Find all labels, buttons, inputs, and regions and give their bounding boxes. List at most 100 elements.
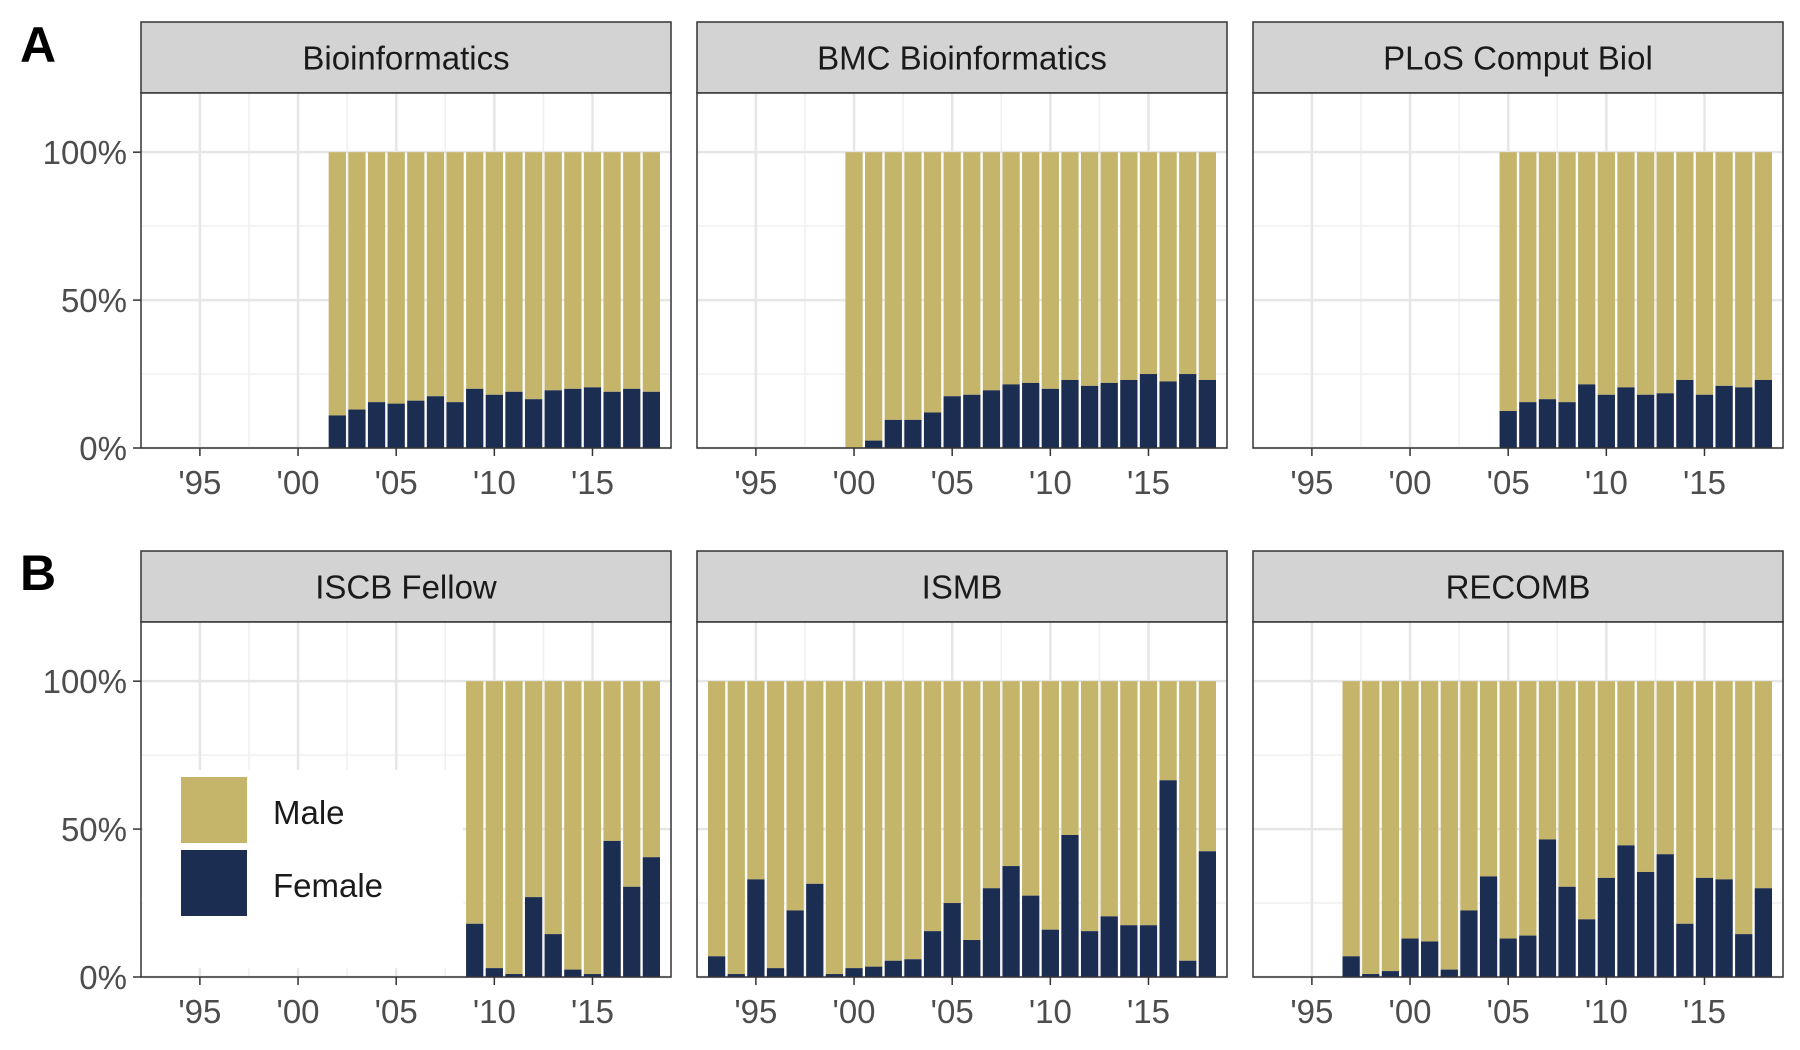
bar-female-2004: [923, 931, 942, 977]
bar-female-2017: [1735, 934, 1753, 977]
x-tick-label: '10: [1029, 464, 1072, 501]
x-tick-label: '00: [277, 464, 320, 501]
bar-male-2000: [845, 681, 863, 969]
bar-male-1996: [766, 681, 785, 969]
x-tick-label: '10: [1029, 993, 1072, 1030]
bar-female-2014: [564, 969, 582, 977]
bar-male-1998: [806, 681, 824, 884]
bar-male-2014: [1120, 681, 1138, 926]
bar-male-2001: [865, 681, 883, 967]
bar-male-2007: [426, 152, 445, 397]
bar-male-2017: [623, 152, 641, 389]
bar-male-2007: [982, 681, 1001, 889]
bar-female-2010: [1597, 394, 1615, 448]
bar-male-2017: [1735, 681, 1753, 935]
bar-female-2018: [1754, 379, 1773, 448]
bar-female-2008: [1002, 384, 1020, 448]
bar-female-2017: [623, 388, 641, 448]
bar-male-2000: [845, 152, 863, 448]
bar-male-2002: [328, 152, 346, 416]
x-tick-label: '15: [571, 993, 614, 1030]
bar-female-1996: [766, 968, 785, 977]
bar-male-2006: [1519, 152, 1537, 403]
panel-border-recomb: [1252, 621, 1784, 978]
bar-female-2005: [943, 903, 961, 977]
bar-male-2003: [904, 152, 922, 420]
x-tick-label: '05: [1487, 464, 1530, 501]
bar-male-2011: [505, 681, 523, 975]
x-tick-label: '15: [1127, 993, 1170, 1030]
bar-female-1998: [1362, 974, 1380, 977]
bar-female-2000: [845, 968, 863, 977]
x-tick-label: '00: [833, 464, 876, 501]
bar-male-2013: [544, 681, 562, 935]
bar-female-2018: [1198, 851, 1217, 977]
facet-title-plos-comput-biol: PLoS Comput Biol: [1383, 40, 1653, 77]
bar-male-2018: [1754, 681, 1773, 889]
x-tick-label: '05: [375, 993, 418, 1030]
y-tick-label: 50%: [61, 811, 127, 848]
x-tick-label: '95: [178, 464, 221, 501]
bar-female-2006: [1519, 935, 1537, 977]
bar-male-2002: [1440, 681, 1458, 970]
facet-strip-recomb: [1252, 550, 1784, 623]
facet-title-bmc-bioinformatics: BMC Bioinformatics: [817, 40, 1107, 77]
bar-male-2003: [904, 681, 922, 960]
x-tick-label: '95: [734, 993, 777, 1030]
bar-male-2011: [1617, 152, 1635, 388]
bar-male-2012: [1636, 152, 1655, 395]
bar-female-1993: [707, 956, 726, 977]
bar-male-2013: [1656, 681, 1674, 855]
bar-female-2001: [865, 966, 883, 977]
bar-male-2010: [1041, 681, 1059, 930]
bar-male-1994: [727, 681, 745, 975]
x-tick-label: '05: [931, 993, 974, 1030]
bar-female-2012: [524, 399, 543, 448]
bar-female-2005: [1499, 938, 1517, 977]
x-tick-label: '15: [1683, 464, 1726, 501]
bar-female-2010: [1041, 929, 1059, 977]
x-tick-label: '05: [931, 464, 974, 501]
bar-male-1999: [825, 681, 844, 975]
bar-female-2002: [1440, 969, 1458, 977]
bar-male-2012: [1080, 152, 1099, 386]
facet-strip-bioinformatics: [140, 21, 672, 94]
bar-female-2013: [544, 390, 562, 448]
x-tick-label: '05: [375, 464, 418, 501]
x-tick-label: '10: [1585, 993, 1628, 1030]
bar-male-2005: [387, 152, 405, 404]
bar-male-2005: [1499, 681, 1517, 939]
bar-male-2015: [1695, 681, 1714, 878]
bar-female-1997: [1342, 956, 1360, 977]
bar-female-2003: [904, 419, 922, 448]
bar-male-2014: [564, 152, 582, 389]
x-tick-label: '15: [571, 464, 614, 501]
bar-male-2012: [1636, 681, 1655, 872]
bar-female-2017: [623, 886, 641, 977]
bar-female-2012: [1080, 385, 1099, 448]
bar-male-2015: [1139, 152, 1158, 375]
bar-female-2009: [1022, 895, 1040, 977]
bar-male-2016: [603, 152, 621, 392]
bar-female-2009: [466, 923, 484, 977]
bar-male-2005: [943, 681, 961, 904]
bar-female-2018: [1198, 379, 1217, 448]
bar-female-2011: [1061, 835, 1079, 977]
x-tick-label: '00: [833, 993, 876, 1030]
bar-male-2004: [367, 152, 386, 403]
bar-male-2016: [1715, 152, 1733, 386]
bar-male-2006: [963, 681, 981, 941]
bar-male-2018: [1198, 152, 1217, 380]
bar-male-2008: [1002, 152, 1020, 385]
panel-border-ismb: [696, 621, 1228, 978]
bar-female-2016: [1715, 879, 1733, 977]
bar-female-2014: [1120, 925, 1138, 977]
bar-male-2017: [1179, 152, 1197, 375]
bar-female-2003: [348, 409, 366, 448]
bar-male-2009: [1578, 681, 1596, 920]
bar-female-2006: [1519, 402, 1537, 448]
bar-female-2010: [485, 968, 503, 977]
x-tick-label: '10: [473, 993, 516, 1030]
bar-female-2014: [1676, 379, 1694, 448]
bar-male-2005: [943, 152, 961, 397]
